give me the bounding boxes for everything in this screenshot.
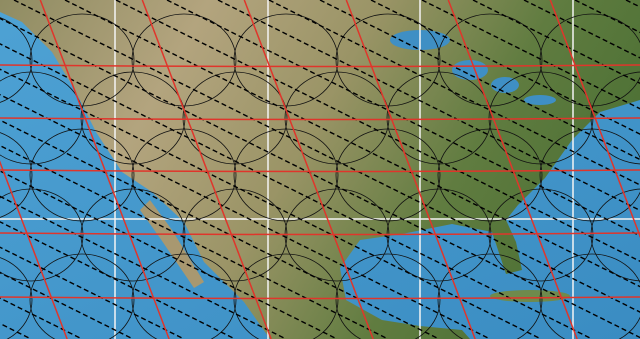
dashed-line [0,144,389,339]
dashed-line [0,43,593,339]
dashed-line [0,195,287,339]
tissot-ellipse [539,128,640,222]
tissot-ellipse [80,188,186,282]
tissot-ellipse [335,13,441,107]
tissot-ellipse [233,128,339,222]
dashed-line [0,271,134,339]
lake [452,60,488,80]
tissot-ellipse [233,253,339,339]
red-parallel [0,169,640,173]
dashed-line [0,119,440,339]
baja-peninsula [140,200,204,288]
tissot-ellipse [539,253,640,339]
red-meridian [243,0,374,339]
tissot-ellipse [131,13,237,107]
red-parallel [0,64,640,68]
dashed-line [0,68,542,339]
tissot-ellipse [0,188,84,282]
tissot-ellipse [29,13,135,107]
red-parallel [0,232,640,236]
red-meridian [0,160,68,339]
tissot-ellipse [437,128,543,222]
red-meridian [141,0,272,339]
tissot-ellipse [488,188,594,282]
dashed-line [0,221,236,339]
dashed-line [64,0,640,288]
dashed-line [115,0,640,263]
tissot-ellipse [0,132,33,218]
tissot-ellipse [131,128,237,222]
tissot-ellipse [29,128,135,222]
dashed-line [0,93,491,339]
dashed-line [268,0,640,186]
lake [524,95,556,105]
dashed-line [0,246,185,339]
tissot-ellipse [335,253,441,339]
tissot-ellipse [0,257,33,339]
dashed-line [217,0,640,212]
red-meridian [549,0,640,239]
red-parallel [0,117,640,121]
tissot-ellipse [335,128,441,222]
red-meridian [39,0,170,339]
tissot-ellipse [437,253,543,339]
red-parallel [0,296,640,300]
tissot-ellipse [539,13,640,107]
dashed-line [0,170,338,339]
tissot-ellipse [590,188,640,282]
tissot-ellipse [131,253,237,339]
red-meridian [345,0,476,339]
dashed-line [166,0,640,237]
dashed-line [13,0,640,313]
tissot-ellipse [29,253,135,339]
red-meridian [447,0,578,339]
tissot-ellipse [0,17,33,103]
tissot-ellipse [233,13,339,107]
tissot-ellipse [437,13,543,107]
